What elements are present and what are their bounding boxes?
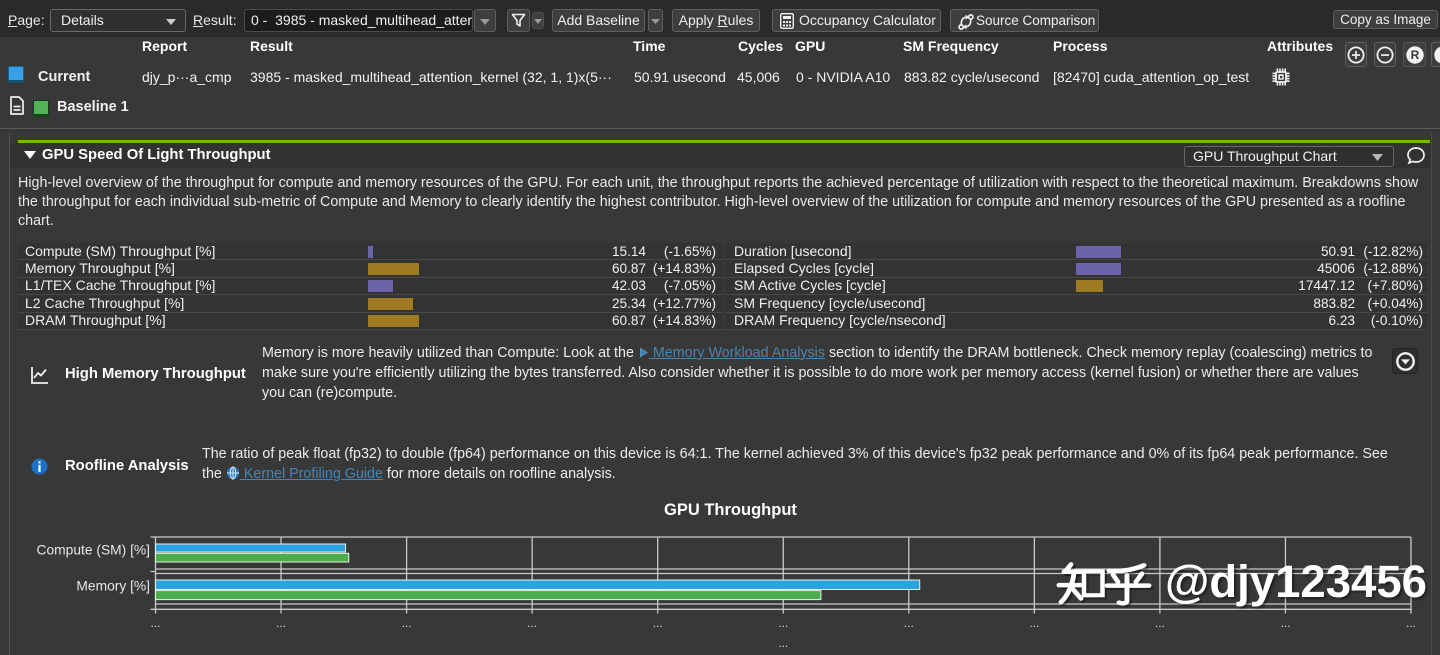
- svg-text:Compute (SM) [%]: Compute (SM) [%]: [37, 543, 150, 558]
- svg-text:...: ...: [778, 616, 788, 630]
- svg-text:...: ...: [527, 616, 537, 630]
- svg-text:...: ...: [1280, 616, 1290, 630]
- svg-text:...: ...: [276, 616, 286, 630]
- svg-text:...: ...: [778, 636, 788, 650]
- svg-text:...: ...: [1406, 616, 1416, 630]
- svg-text:...: ...: [1155, 616, 1165, 630]
- svg-text:...: ...: [653, 616, 663, 630]
- svg-text:...: ...: [402, 616, 412, 630]
- svg-text:...: ...: [150, 616, 160, 630]
- svg-text:Memory [%]: Memory [%]: [76, 579, 150, 594]
- svg-text:...: ...: [1029, 616, 1039, 630]
- svg-text:R: R: [1411, 48, 1420, 62]
- svg-text:...: ...: [904, 616, 914, 630]
